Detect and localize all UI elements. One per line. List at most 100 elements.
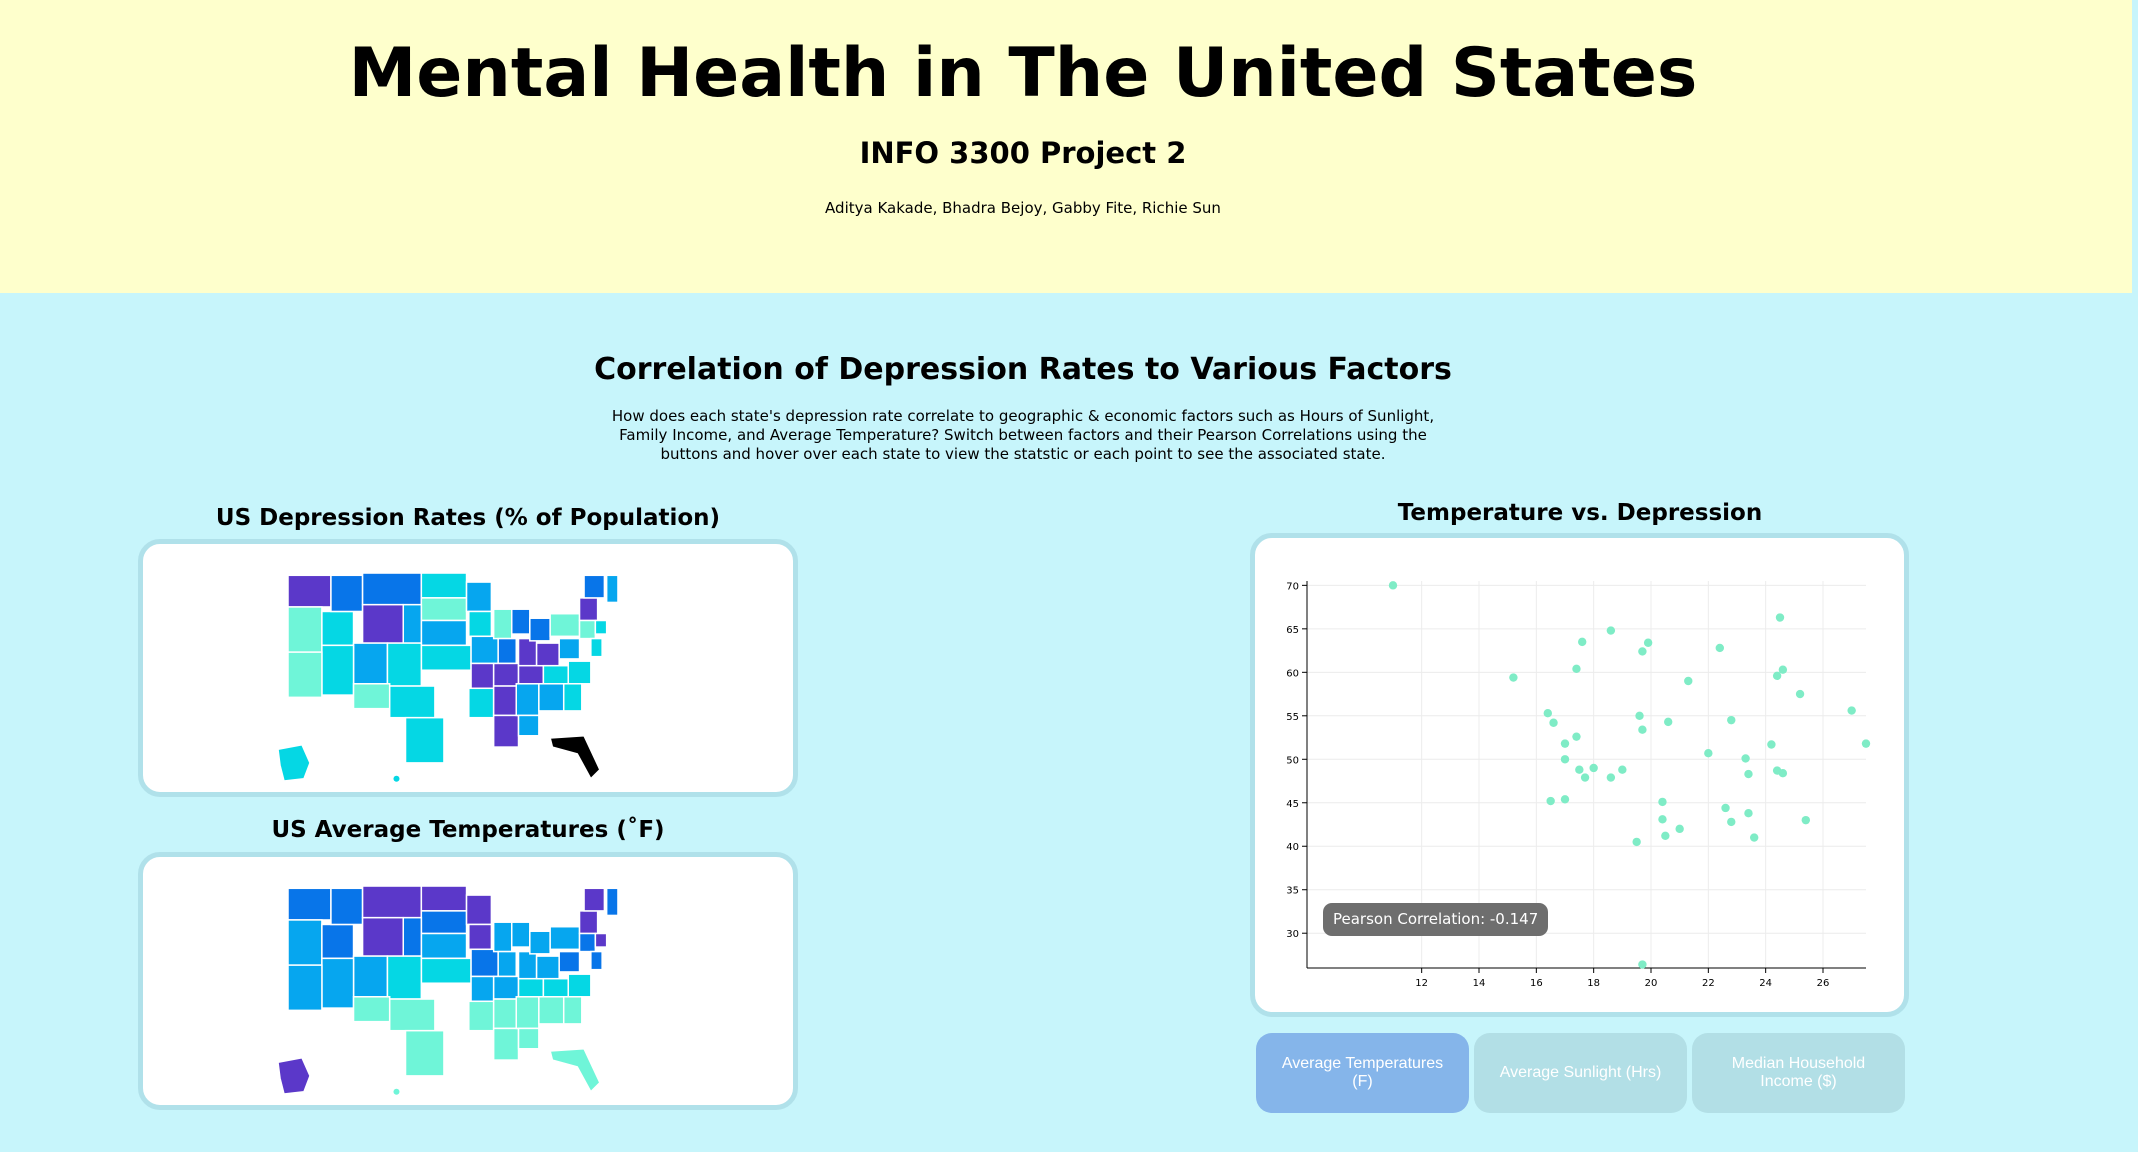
state-shape[interactable]: [321, 923, 355, 960]
state-shape[interactable]: [542, 977, 569, 998]
state-shape[interactable]: [535, 955, 560, 980]
state-shape[interactable]: [287, 651, 323, 699]
state-shape[interactable]: [420, 932, 468, 960]
scatter-point[interactable]: [1546, 796, 1555, 806]
scatter-point[interactable]: [1727, 817, 1736, 827]
state-shape[interactable]: [562, 996, 583, 1025]
state-shape[interactable]: [542, 664, 569, 685]
state-shape[interactable]: [470, 948, 499, 978]
state-shape[interactable]: [517, 1027, 540, 1050]
state-shape[interactable]: [468, 1000, 495, 1032]
scatter-point[interactable]: [1543, 708, 1552, 718]
scatter-point[interactable]: [1727, 715, 1736, 725]
state-shape[interactable]: [515, 683, 540, 717]
scatter-point[interactable]: [1750, 833, 1759, 842]
scatter-point[interactable]: [1715, 643, 1724, 653]
state-shape[interactable]: [420, 885, 468, 912]
state-shape[interactable]: [287, 574, 332, 608]
state-shape[interactable]: [562, 683, 583, 712]
state-shape[interactable]: [330, 887, 364, 926]
state-shape[interactable]: [510, 608, 531, 635]
scatter-point[interactable]: [1775, 613, 1785, 622]
scatter-point[interactable]: [1638, 725, 1647, 734]
state-shape[interactable]: [420, 572, 468, 599]
state-shape[interactable]: [352, 642, 389, 685]
state-shape[interactable]: [515, 996, 540, 1030]
state-shape[interactable]: [361, 885, 423, 919]
state-shape[interactable]: [361, 916, 405, 957]
state-shape[interactable]: [594, 932, 608, 948]
state-shape[interactable]: [321, 957, 355, 1009]
state-shape[interactable]: [386, 955, 423, 1000]
state-shape[interactable]: [277, 743, 311, 782]
scatter-point[interactable]: [1658, 797, 1667, 807]
state-shape[interactable]: [287, 887, 332, 921]
sunlight-button[interactable]: Average Sunlight (Hrs): [1474, 1033, 1687, 1113]
state-shape[interactable]: [558, 950, 581, 973]
state-shape[interactable]: [492, 998, 518, 1030]
state-shape[interactable]: [388, 998, 436, 1032]
state-shape[interactable]: [321, 644, 355, 696]
scatter-point[interactable]: [1635, 711, 1644, 720]
state-shape[interactable]: [578, 619, 597, 640]
scatter-point[interactable]: [1618, 765, 1627, 774]
state-shape[interactable]: [492, 685, 518, 717]
state-shape[interactable]: [517, 714, 540, 737]
state-shape[interactable]: [402, 603, 423, 644]
state-shape[interactable]: [517, 950, 538, 980]
scatter-point[interactable]: [1661, 831, 1670, 841]
state-shape[interactable]: [492, 662, 520, 687]
scatter-point[interactable]: [1778, 768, 1788, 778]
state-shape[interactable]: [352, 955, 389, 998]
scatter-point[interactable]: [1744, 769, 1753, 779]
scatter-point[interactable]: [1560, 795, 1570, 804]
state-shape[interactable]: [287, 964, 323, 1012]
state-shape[interactable]: [590, 637, 603, 658]
state-shape[interactable]: [388, 685, 436, 719]
state-shape[interactable]: [393, 1088, 400, 1095]
state-shape[interactable]: [590, 950, 603, 971]
scatter-point[interactable]: [1684, 676, 1693, 686]
state-shape[interactable]: [465, 581, 493, 613]
temperature-map[interactable]: [143, 857, 793, 1105]
state-shape[interactable]: [517, 977, 545, 998]
scatter-point[interactable]: [1801, 815, 1810, 825]
temperature-button[interactable]: Average Temperatures (F): [1256, 1033, 1469, 1113]
state-shape[interactable]: [567, 660, 592, 685]
state-shape[interactable]: [510, 921, 531, 948]
scatter-point[interactable]: [1589, 763, 1598, 773]
scatter-point[interactable]: [1675, 824, 1684, 834]
scatter-point[interactable]: [1767, 740, 1776, 749]
state-shape[interactable]: [468, 610, 493, 638]
state-shape[interactable]: [492, 975, 520, 1000]
scatter-point[interactable]: [1606, 626, 1616, 635]
scatter-point[interactable]: [1861, 739, 1871, 748]
scatter-point[interactable]: [1578, 637, 1587, 647]
state-shape[interactable]: [404, 1029, 445, 1077]
state-shape[interactable]: [578, 932, 597, 953]
state-shape[interactable]: [538, 683, 565, 712]
income-button[interactable]: Median Household Income ($): [1692, 1033, 1905, 1113]
state-shape[interactable]: [535, 642, 560, 667]
state-shape[interactable]: [605, 887, 619, 917]
scatter-point[interactable]: [1632, 837, 1641, 847]
scatter-point[interactable]: [1847, 706, 1856, 715]
state-shape[interactable]: [287, 606, 323, 653]
state-shape[interactable]: [404, 716, 445, 764]
state-shape[interactable]: [468, 687, 495, 719]
state-shape[interactable]: [330, 574, 364, 613]
scatter-point[interactable]: [1795, 689, 1805, 699]
state-shape[interactable]: [465, 894, 493, 926]
scatter-point[interactable]: [1741, 754, 1750, 763]
state-shape[interactable]: [583, 574, 606, 599]
state-shape[interactable]: [549, 925, 581, 951]
state-shape[interactable]: [420, 597, 468, 622]
state-shape[interactable]: [287, 919, 323, 966]
state-shape[interactable]: [492, 921, 513, 953]
scatter-point[interactable]: [1388, 581, 1398, 590]
state-shape[interactable]: [321, 610, 355, 647]
scatter-point[interactable]: [1638, 960, 1647, 969]
state-shape[interactable]: [497, 637, 518, 665]
state-shape[interactable]: [492, 1027, 520, 1061]
state-shape[interactable]: [361, 603, 405, 644]
